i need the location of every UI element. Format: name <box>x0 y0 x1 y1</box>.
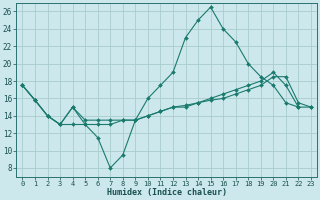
X-axis label: Humidex (Indice chaleur): Humidex (Indice chaleur) <box>107 188 227 197</box>
